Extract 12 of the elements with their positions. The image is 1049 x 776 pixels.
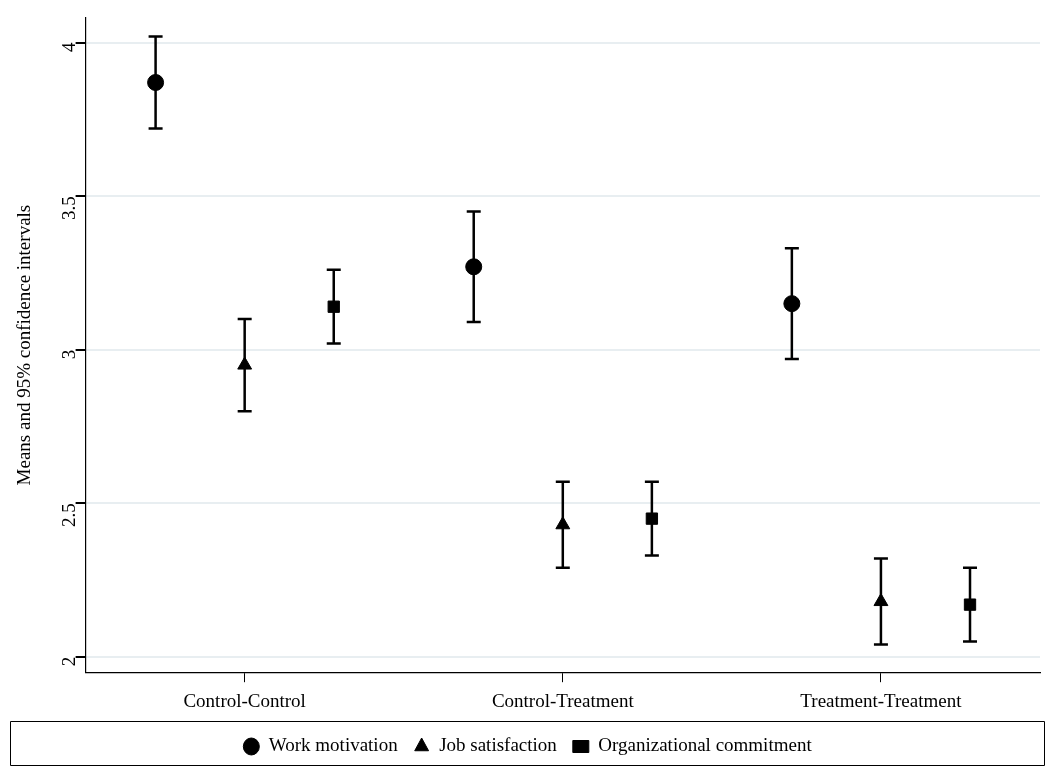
legend-label: Organizational commitment [598, 734, 813, 756]
x-tick-label: Treatment-Treatment [800, 689, 963, 711]
y-axis-title: Means and 95% confidence intervals [13, 204, 35, 486]
x-tick-label: Control-Control [183, 689, 306, 711]
y-tick-label: 2 [57, 656, 79, 667]
y-tick-label: 4 [57, 42, 79, 53]
y-tick-label: 3 [57, 349, 79, 360]
y-tick-label: 3.5 [57, 196, 79, 220]
legend-label: Work motivation [268, 734, 399, 756]
y-tick-label: 2.5 [57, 503, 79, 528]
legend-label: Job satisfaction [439, 734, 558, 756]
x-tick-label: Control-Treatment [491, 689, 635, 711]
